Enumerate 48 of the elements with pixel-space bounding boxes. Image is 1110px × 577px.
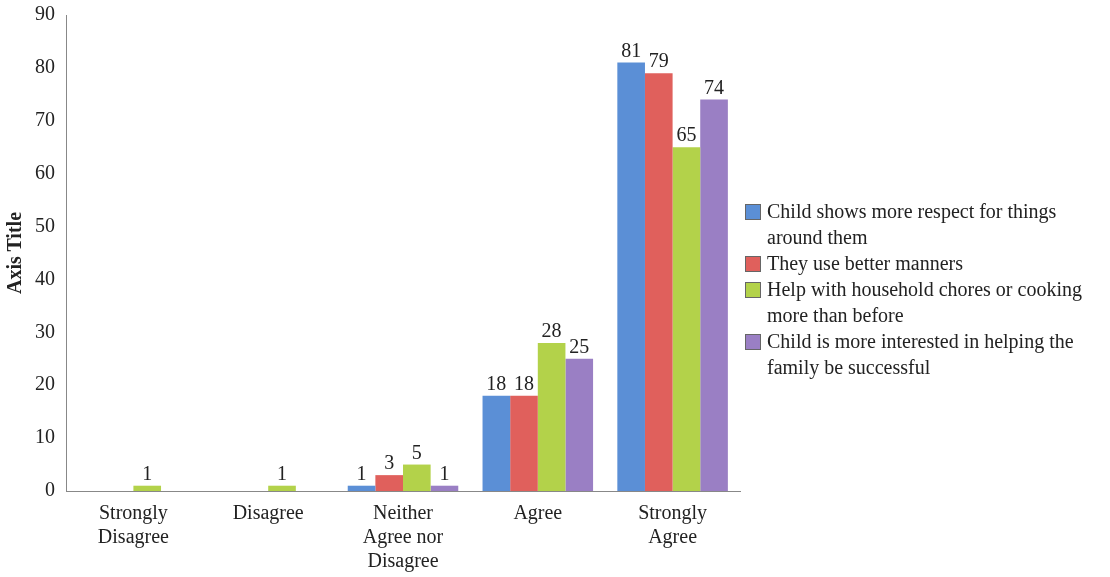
bar bbox=[482, 395, 511, 491]
y-tick-label: 20 bbox=[35, 372, 55, 395]
bar bbox=[510, 395, 538, 491]
y-tick-label: 30 bbox=[35, 319, 55, 342]
data-label: 79 bbox=[648, 49, 669, 72]
data-label: 1 bbox=[356, 461, 367, 484]
bar bbox=[672, 147, 701, 491]
data-label: 65 bbox=[676, 123, 697, 146]
x-tick-label: Strongly Disagree bbox=[97, 501, 170, 549]
x-tick-label: Neither Agree nor Disagree bbox=[362, 501, 444, 573]
x-tick-label: Agree bbox=[513, 501, 563, 525]
x-tick-label: Disagree bbox=[232, 501, 304, 525]
data-label: 81 bbox=[621, 38, 642, 61]
bar bbox=[375, 475, 403, 491]
bar bbox=[403, 464, 431, 491]
data-label: 28 bbox=[541, 319, 562, 342]
legend-label: Child shows more respect for things around them bbox=[767, 198, 1058, 250]
data-label: 5 bbox=[411, 440, 422, 463]
bar bbox=[565, 358, 594, 491]
y-axis-title: Axis Title bbox=[3, 211, 26, 295]
y-tick-label: 70 bbox=[35, 108, 55, 131]
legend-label: They use better manners bbox=[767, 250, 964, 276]
bar bbox=[347, 485, 376, 491]
data-label: 18 bbox=[486, 372, 507, 395]
data-label: 1 bbox=[277, 461, 288, 484]
x-tick-label: Strongly Agree bbox=[638, 501, 708, 549]
bar bbox=[537, 342, 566, 491]
data-label: 3 bbox=[384, 451, 395, 474]
legend-label: Help with household chores or cooking more than before bbox=[767, 276, 1083, 328]
y-tick-label: 0 bbox=[45, 478, 55, 501]
bar bbox=[268, 485, 296, 491]
bar bbox=[700, 99, 728, 491]
y-tick-label: 60 bbox=[35, 160, 55, 183]
bar bbox=[644, 73, 673, 491]
data-label: 25 bbox=[569, 335, 590, 358]
y-tick-label: 90 bbox=[35, 2, 55, 25]
bar bbox=[617, 62, 645, 491]
y-tick-label: 50 bbox=[35, 213, 55, 236]
data-label: 1 bbox=[439, 461, 450, 484]
y-tick-label: 10 bbox=[35, 425, 55, 448]
y-tick-label: 40 bbox=[35, 266, 55, 289]
y-tick-label: 80 bbox=[35, 55, 55, 78]
data-label: 1 bbox=[142, 461, 153, 484]
bar bbox=[133, 485, 162, 491]
data-label: 18 bbox=[513, 372, 534, 395]
data-label: 74 bbox=[704, 75, 725, 98]
bar bbox=[430, 485, 459, 491]
legend-label: Child is more interested in helping the family be successful bbox=[767, 328, 1075, 380]
